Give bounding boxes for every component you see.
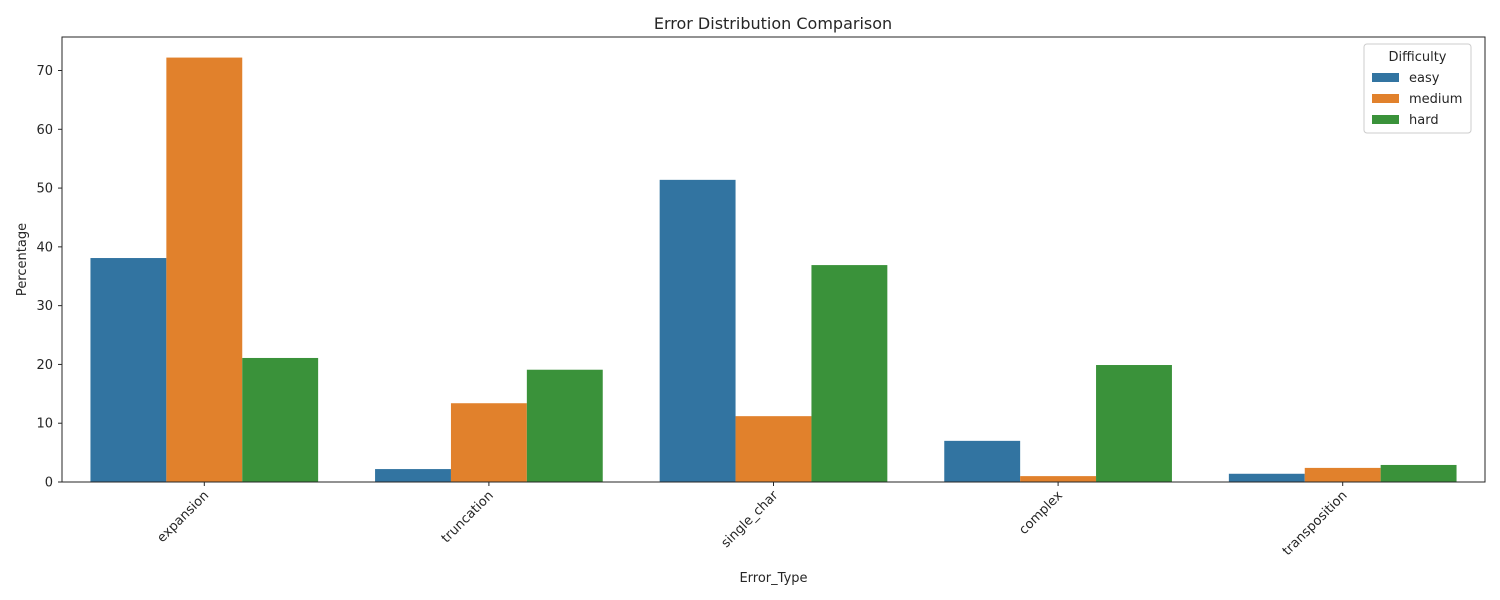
legend-label-hard: hard bbox=[1409, 113, 1439, 128]
bar-easy-truncation bbox=[375, 469, 451, 482]
bar-hard-truncation bbox=[526, 369, 603, 482]
bar-easy-complex bbox=[944, 440, 1021, 482]
legend-label-medium: medium bbox=[1409, 92, 1462, 107]
y-axis: 0 10 20 30 40 50 60 70 bbox=[36, 64, 62, 491]
bar-hard-transposition bbox=[1380, 464, 1457, 482]
y-tick-label: 40 bbox=[36, 240, 53, 255]
bar-hard-single_char bbox=[811, 265, 888, 482]
legend: Difficulty easy medium hard bbox=[1363, 43, 1472, 134]
bar-hard-expansion bbox=[242, 357, 319, 482]
y-axis-label: Percentage bbox=[15, 223, 30, 296]
bar-medium-single_char bbox=[735, 416, 812, 482]
bar-hard-complex bbox=[1096, 365, 1172, 482]
bar-medium-expansion bbox=[166, 57, 243, 482]
bar-easy-transposition bbox=[1228, 473, 1305, 482]
y-tick-label: 30 bbox=[36, 299, 53, 314]
chart-title: Error Distribution Comparison bbox=[654, 14, 892, 33]
x-axis-label: Error_Type bbox=[739, 571, 807, 586]
legend-title: Difficulty bbox=[1389, 50, 1447, 65]
legend-label-easy: easy bbox=[1409, 71, 1440, 86]
bar-medium-transposition bbox=[1304, 467, 1381, 482]
legend-swatch-easy bbox=[1372, 73, 1399, 82]
y-tick-label: 50 bbox=[36, 182, 53, 197]
bar-easy-single_char bbox=[659, 179, 736, 483]
legend-swatch-hard bbox=[1372, 115, 1399, 124]
y-tick-label: 0 bbox=[45, 476, 53, 491]
bars-group bbox=[90, 57, 1457, 483]
y-tick-label: 10 bbox=[36, 417, 53, 432]
y-tick-label: 20 bbox=[36, 358, 53, 373]
bar-medium-truncation bbox=[450, 403, 527, 482]
y-tick-label: 70 bbox=[36, 64, 53, 79]
bar-easy-expansion bbox=[90, 258, 167, 482]
legend-box bbox=[1363, 43, 1472, 134]
legend-swatch-medium bbox=[1372, 94, 1399, 103]
y-tick-label: 60 bbox=[36, 123, 53, 138]
bar-medium-complex bbox=[1020, 476, 1097, 482]
